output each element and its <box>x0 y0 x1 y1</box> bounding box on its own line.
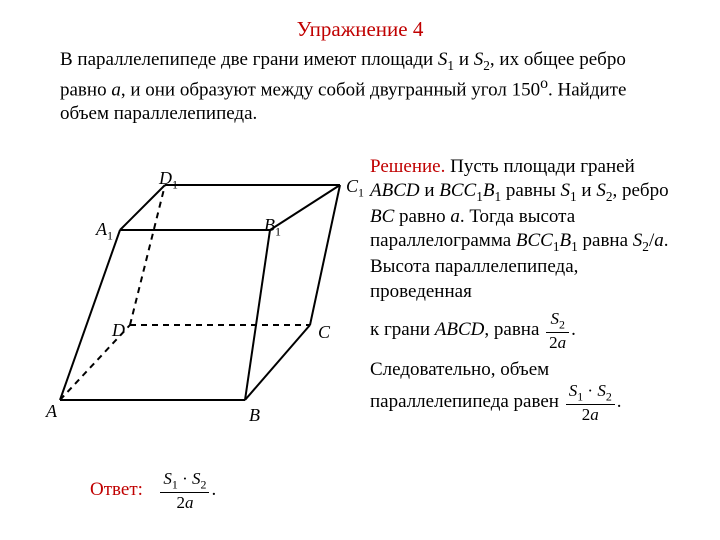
fraction-volume: S1 · S2 2a <box>564 382 617 424</box>
answer-label: Ответ: <box>90 479 143 500</box>
parallelepiped-diagram: ABCDA1B1C1D1 <box>50 155 360 415</box>
solution-block: Решение. Пусть площади граней ABCD и BCC… <box>370 155 680 428</box>
solution-text-2: к грани ABCD, равна <box>370 319 544 340</box>
fraction-s2-over-2a: S2 2a <box>544 310 571 352</box>
exercise-title: Упражнение 4 <box>0 16 720 43</box>
problem-statement: В параллелепипеде две грани имеют площад… <box>60 48 670 127</box>
solution-text-1: Пусть площади граней ABCD и BCC1B1 равны… <box>370 156 669 302</box>
answer-fraction: S1 · S2 2a <box>158 470 211 512</box>
answer-row: Ответ: S1 · S2 2a . <box>90 470 216 512</box>
solution-text-3: Следовательно, объем параллелепипеда рав… <box>370 359 564 413</box>
solution-label: Решение. <box>370 156 445 177</box>
